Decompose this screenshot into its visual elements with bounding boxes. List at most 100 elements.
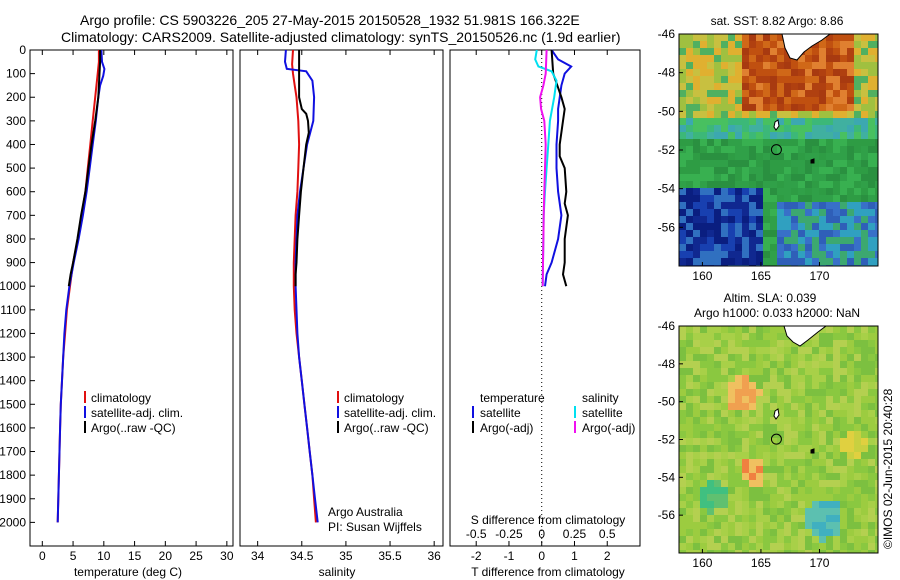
sst-cell	[868, 195, 875, 202]
sst-cell	[721, 258, 728, 265]
sla-cell	[833, 445, 840, 452]
sst-cell	[812, 153, 819, 160]
sst-cell	[749, 195, 756, 202]
sla-cell	[728, 417, 735, 424]
sla-cell	[721, 480, 728, 487]
sst-cell	[861, 174, 868, 181]
sst-cell	[749, 160, 756, 167]
sla-cell	[693, 501, 700, 508]
sst-cell	[777, 160, 784, 167]
sst-cell	[868, 111, 875, 118]
sla-cell	[714, 368, 721, 375]
sla-cell	[826, 410, 833, 417]
sst-cell	[819, 69, 826, 76]
sst-cell	[679, 111, 686, 118]
sst-cell	[854, 244, 861, 251]
sst-cell	[693, 209, 700, 216]
sst-cell	[840, 139, 847, 146]
sla-cell	[847, 361, 854, 368]
sst-cell	[686, 48, 693, 55]
sla-cell	[735, 333, 742, 340]
sst-cell	[714, 153, 721, 160]
sla-cell	[749, 536, 756, 543]
sst-cell	[756, 160, 763, 167]
sla-cell	[686, 487, 693, 494]
sla-cell	[693, 529, 700, 536]
sst-cell	[847, 230, 854, 237]
sst-cell	[756, 216, 763, 223]
sla-cell	[756, 473, 763, 480]
sla-cell	[686, 494, 693, 501]
sla-cell	[868, 403, 875, 410]
sla-cell	[742, 529, 749, 536]
sla-cell	[812, 543, 819, 550]
sla-cell	[756, 382, 763, 389]
sla-cell	[777, 480, 784, 487]
sla-cell	[777, 543, 784, 550]
sla-cell	[728, 543, 735, 550]
sst-cell	[812, 195, 819, 202]
sst-cell	[735, 55, 742, 62]
sst-cell	[721, 153, 728, 160]
salinity-lines	[283, 49, 319, 523]
header-line-1: Argo profile: CS 5903226_205 27-May-2015…	[80, 12, 580, 28]
sla-cell	[700, 445, 707, 452]
sst-cell	[679, 118, 686, 125]
sst-cell	[770, 188, 777, 195]
sst-cell	[707, 118, 714, 125]
sst-cell	[791, 83, 798, 90]
sla-cell	[840, 368, 847, 375]
sla-cell	[840, 375, 847, 382]
sla-cell	[735, 473, 742, 480]
sst-cell	[805, 139, 812, 146]
sla-cell	[812, 375, 819, 382]
temperature-lines	[56, 49, 106, 523]
sst-cell	[749, 174, 756, 181]
sla-cell	[728, 347, 735, 354]
sst-cell	[840, 55, 847, 62]
sla-cell	[798, 529, 805, 536]
sst-cell	[735, 209, 742, 216]
sst-cell	[714, 132, 721, 139]
sla-cell	[756, 340, 763, 347]
sla-cell	[840, 543, 847, 550]
sla-cell	[784, 494, 791, 501]
sla-cell	[840, 389, 847, 396]
sla-cell	[791, 550, 798, 553]
sla-cell	[819, 494, 826, 501]
sla-cell	[735, 550, 742, 553]
sla-cell	[875, 480, 878, 487]
sla-cell	[728, 473, 735, 480]
x-tick-label: 10	[97, 549, 111, 563]
sla-cell	[749, 515, 756, 522]
sst-cell	[819, 90, 826, 97]
sst-cell	[756, 97, 763, 104]
x-tick-label: 170	[809, 556, 829, 570]
sla-cell	[693, 494, 700, 501]
sst-cell	[714, 181, 721, 188]
sla-cell	[847, 410, 854, 417]
sla-cell	[749, 550, 756, 553]
sla-cell	[721, 459, 728, 466]
sla-cell	[707, 382, 714, 389]
sst-cell	[756, 195, 763, 202]
sst-cell	[791, 153, 798, 160]
sst-cell	[875, 76, 878, 83]
sst-cell	[840, 125, 847, 132]
sla-cell	[833, 333, 840, 340]
sst-cell	[763, 181, 770, 188]
sst-cell	[756, 69, 763, 76]
sla-cell	[854, 515, 861, 522]
sst-cell	[693, 244, 700, 251]
sst-cell	[847, 216, 854, 223]
sst-cell	[840, 181, 847, 188]
sst-cell	[728, 146, 735, 153]
sla-cell	[868, 487, 875, 494]
sst-cell	[721, 146, 728, 153]
sst-cell	[798, 230, 805, 237]
sst-cell	[763, 160, 770, 167]
sla-cell	[756, 410, 763, 417]
sst-cell	[868, 132, 875, 139]
sla-cell	[721, 417, 728, 424]
x-tick-label: 25	[189, 549, 203, 563]
